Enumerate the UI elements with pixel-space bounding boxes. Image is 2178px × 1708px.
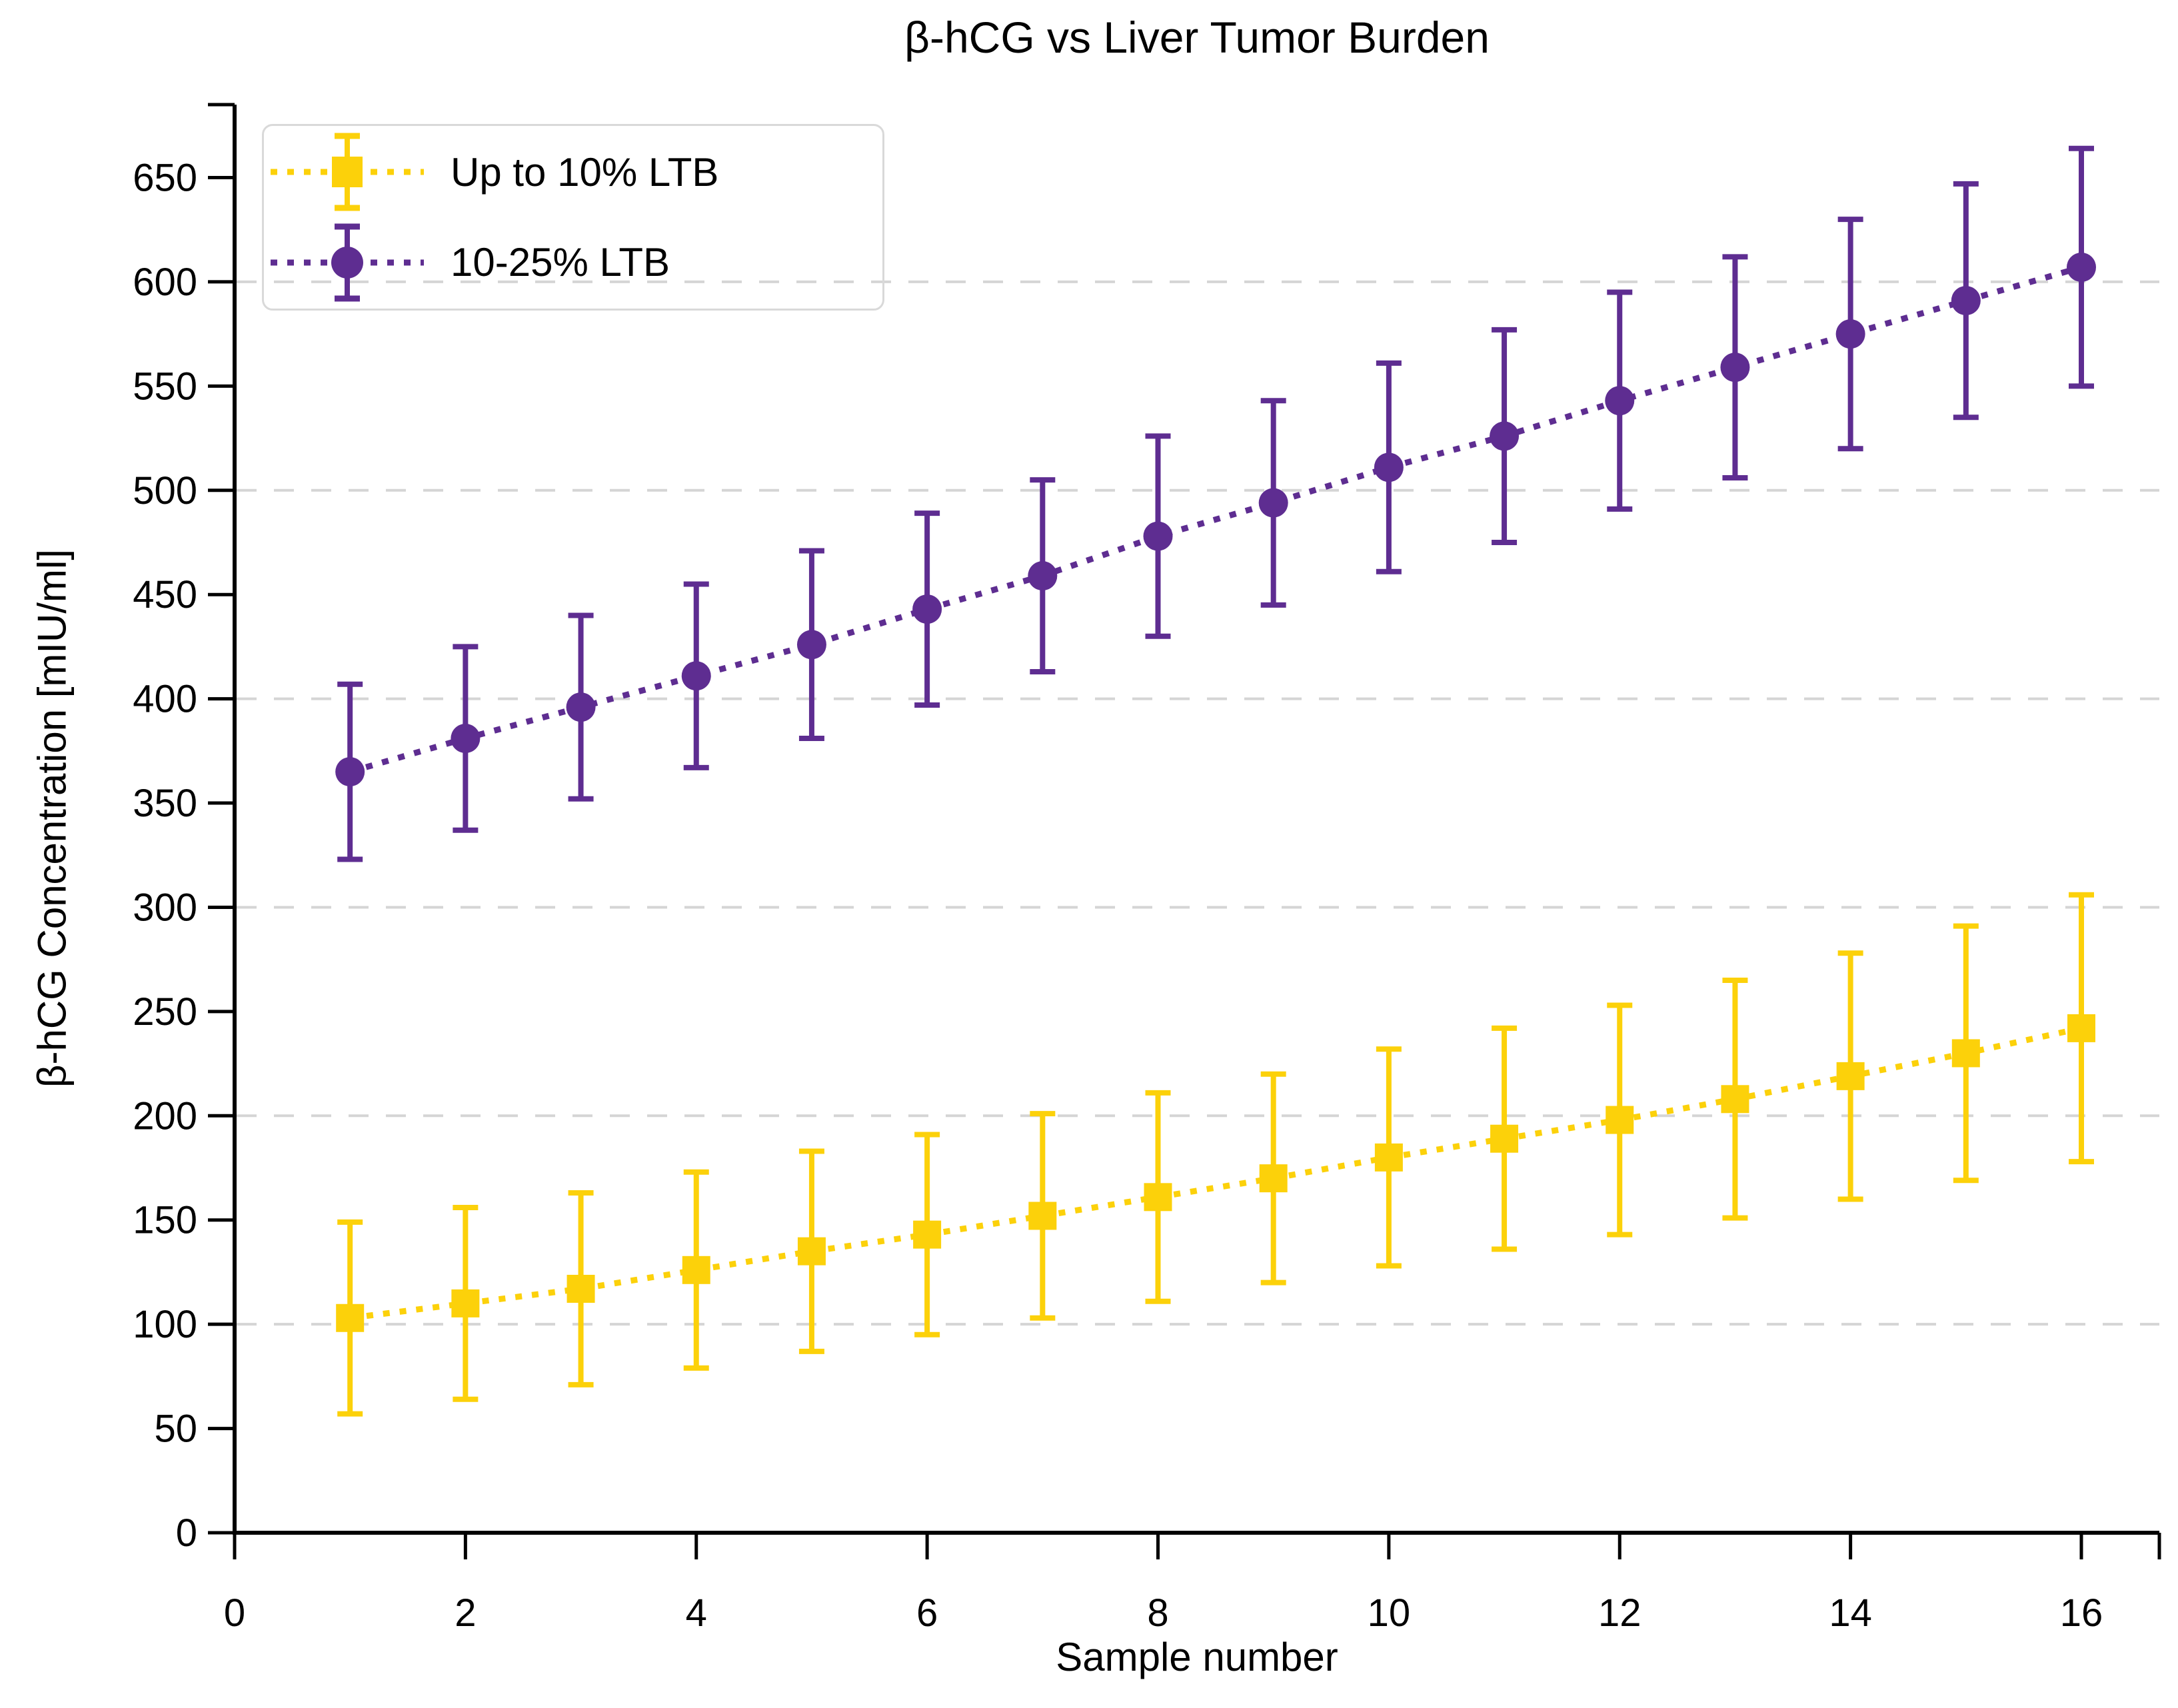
svg-text:50: 50 bbox=[154, 1407, 197, 1451]
y-axis-label: β-hCG Concentration [mIU/ml] bbox=[29, 548, 75, 1088]
svg-text:550: 550 bbox=[133, 365, 197, 408]
svg-text:300: 300 bbox=[133, 886, 197, 929]
svg-text:250: 250 bbox=[133, 990, 197, 1034]
svg-text:350: 350 bbox=[133, 782, 197, 825]
svg-text:450: 450 bbox=[133, 573, 197, 616]
svg-text:12: 12 bbox=[1598, 1591, 1641, 1635]
svg-text:14: 14 bbox=[1829, 1591, 1872, 1635]
svg-text:500: 500 bbox=[133, 469, 197, 512]
svg-text:6: 6 bbox=[916, 1591, 938, 1635]
svg-text:0: 0 bbox=[224, 1591, 245, 1635]
legend-entry-10-25-ltb: 10-25% LTB bbox=[264, 219, 882, 307]
svg-text:0: 0 bbox=[176, 1511, 197, 1555]
errorbar-circle-marker-icon bbox=[271, 223, 424, 302]
svg-text:600: 600 bbox=[133, 261, 197, 304]
chart-title: β-hCG vs Liver Tumor Burden bbox=[904, 13, 1490, 62]
svg-text:150: 150 bbox=[133, 1199, 197, 1242]
legend-entry-up-to-10-ltb: Up to 10% LTB bbox=[264, 128, 882, 216]
legend: Up to 10% LTB 10-25% LTB bbox=[262, 124, 884, 311]
svg-text:650: 650 bbox=[133, 156, 197, 199]
svg-text:10: 10 bbox=[1368, 1591, 1411, 1635]
legend-label: 10-25% LTB bbox=[451, 240, 670, 285]
svg-text:100: 100 bbox=[133, 1303, 197, 1346]
errorbar-square-marker-icon bbox=[271, 133, 424, 211]
svg-text:400: 400 bbox=[133, 678, 197, 721]
svg-text:8: 8 bbox=[1147, 1591, 1168, 1635]
svg-text:16: 16 bbox=[2060, 1591, 2103, 1635]
svg-text:2: 2 bbox=[455, 1591, 476, 1635]
legend-label: Up to 10% LTB bbox=[451, 149, 719, 195]
svg-text:200: 200 bbox=[133, 1094, 197, 1138]
x-axis-label: Sample number bbox=[1056, 1635, 1338, 1679]
svg-text:4: 4 bbox=[686, 1591, 707, 1635]
